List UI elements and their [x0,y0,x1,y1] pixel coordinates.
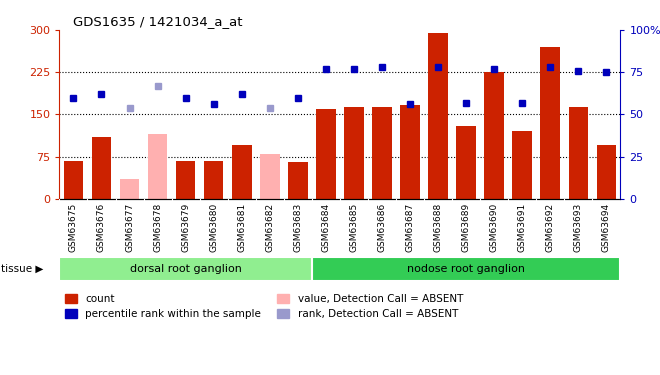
Text: GSM63684: GSM63684 [321,203,331,252]
Bar [176,160,195,199]
Bar [312,257,620,281]
Text: GSM63690: GSM63690 [490,203,499,252]
Bar [260,154,280,199]
Bar [512,131,532,199]
Bar [119,179,139,199]
Bar [204,160,224,199]
Text: GSM63688: GSM63688 [434,203,443,252]
Text: GSM63677: GSM63677 [125,203,134,252]
Bar [59,257,312,281]
Text: GSM63682: GSM63682 [265,203,275,252]
Text: nodose root ganglion: nodose root ganglion [407,264,525,274]
Bar [232,146,251,199]
Text: GSM63681: GSM63681 [237,203,246,252]
Text: GSM63678: GSM63678 [153,203,162,252]
Text: GSM63689: GSM63689 [461,203,471,252]
Text: GSM63694: GSM63694 [602,203,611,252]
Text: GSM63676: GSM63676 [97,203,106,252]
Text: GSM63686: GSM63686 [378,203,387,252]
Text: GSM63687: GSM63687 [405,203,414,252]
Text: GSM63675: GSM63675 [69,203,78,252]
Bar [400,105,420,199]
Bar [456,126,476,199]
Bar [344,107,364,199]
Bar [148,134,168,199]
Text: GSM63693: GSM63693 [574,203,583,252]
Bar [63,160,83,199]
Text: GSM63685: GSM63685 [349,203,358,252]
Text: GSM63683: GSM63683 [293,203,302,252]
Bar [316,109,336,199]
Text: GSM63679: GSM63679 [181,203,190,252]
Bar [288,162,308,199]
Bar [597,146,616,199]
Text: GDS1635 / 1421034_a_at: GDS1635 / 1421034_a_at [73,15,242,28]
Text: GSM63692: GSM63692 [546,203,555,252]
Text: GSM63691: GSM63691 [517,203,527,252]
Bar [428,33,448,199]
Text: dorsal root ganglion: dorsal root ganglion [129,264,242,274]
Bar [568,107,588,199]
Bar [484,72,504,199]
Text: tissue ▶: tissue ▶ [1,264,43,274]
Bar [372,107,392,199]
Text: GSM63680: GSM63680 [209,203,218,252]
Bar [92,137,112,199]
Legend: count, percentile rank within the sample, value, Detection Call = ABSENT, rank, : count, percentile rank within the sample… [65,294,463,319]
Bar [541,47,560,199]
